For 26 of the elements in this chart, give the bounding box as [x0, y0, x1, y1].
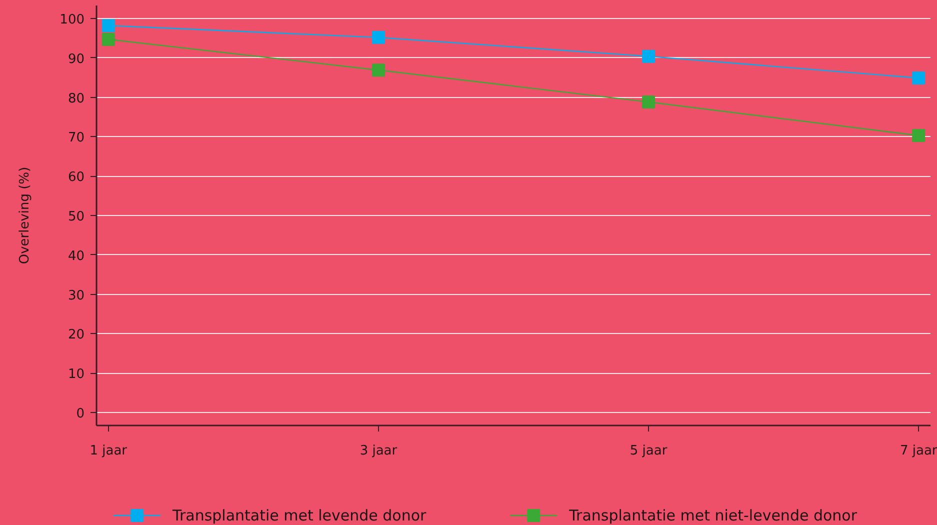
point [102, 19, 115, 32]
point [372, 30, 385, 44]
point [642, 96, 656, 109]
x-tick-label: 1 jaar [90, 444, 128, 458]
y-tick-label: 90 [68, 52, 85, 67]
y-tick-label: 80 [68, 91, 85, 106]
y-tick-label: 30 [68, 288, 85, 304]
point [372, 64, 385, 77]
y-tick-label: 20 [68, 328, 85, 343]
y-tick-label: 0 [76, 406, 85, 422]
x-tick-label: 5 jaar [630, 444, 668, 458]
point [912, 129, 926, 142]
y-tick-label: 50 [68, 210, 85, 224]
y-tick-label: 40 [68, 248, 85, 264]
x-tick-label: 7 jaar [900, 444, 937, 458]
y-tick-label: 70 [68, 130, 85, 146]
point [642, 50, 656, 63]
y-axis-title: Overleving (%) [18, 166, 33, 264]
legend-label: Transplantatie met niet-levende donor [568, 506, 858, 524]
point [102, 32, 115, 46]
y-tick-label: 60 [68, 170, 85, 186]
x-tick-label: 3 jaar [360, 444, 398, 458]
y-tick-label: 100 [60, 12, 85, 28]
legend-label: Transplantatie met levende donor [172, 506, 428, 524]
point [912, 71, 926, 84]
y-tick-label: 10 [68, 367, 85, 382]
